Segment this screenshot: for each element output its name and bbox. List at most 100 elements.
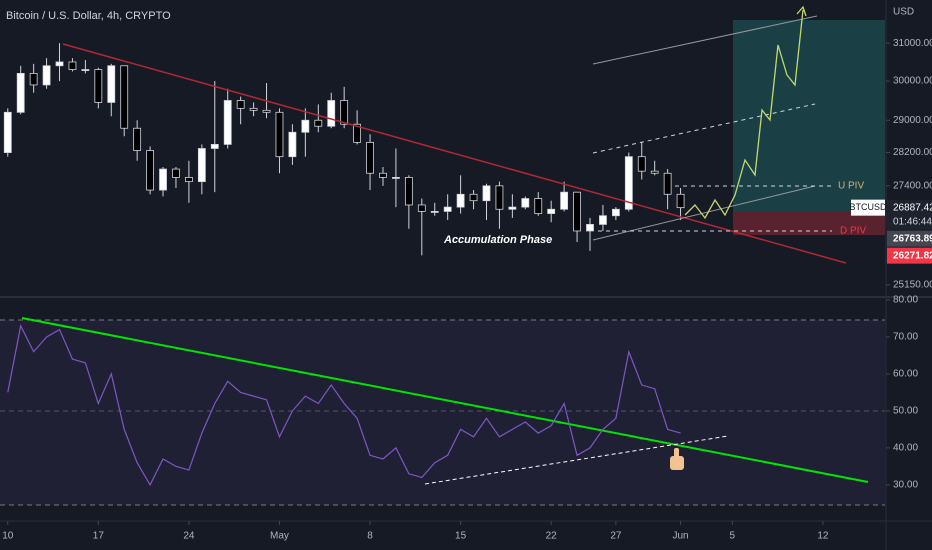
candle-body (417, 204, 426, 212)
candle-body (94, 69, 103, 103)
candle-body (547, 208, 556, 214)
candle-body (42, 65, 51, 86)
candle-body (586, 224, 594, 232)
candle-body (404, 177, 413, 206)
x-tick-label: 22 (546, 531, 558, 542)
last-price-box (887, 199, 932, 230)
candle-body (120, 65, 129, 129)
candle-body (29, 72, 38, 86)
y-tick-label: 50.00 (893, 406, 918, 417)
x-tick-label: 8 (367, 531, 373, 542)
downtrend-line (62, 43, 847, 264)
candle-body (262, 109, 271, 113)
candle-body (133, 127, 142, 151)
candle-body (172, 168, 180, 178)
annotation: D PIV (840, 226, 866, 237)
last-price: 26887.42 (893, 202, 932, 213)
annotation: U PIV (838, 181, 864, 192)
chart-title: Bitcoin / U.S. Dollar, 4h, CRYPTO (6, 10, 171, 22)
candle-body (482, 185, 491, 202)
candle-body (392, 177, 400, 179)
candle-body (146, 150, 154, 191)
candle-body (81, 69, 90, 71)
x-tick-label: 15 (455, 531, 467, 542)
rsi-band (0, 320, 885, 505)
level-label: 26763.89 (893, 233, 932, 244)
candle-body (327, 100, 336, 127)
symbol-label: BTCUSD (849, 202, 887, 212)
channel-top (592, 15, 818, 65)
candle-body (16, 72, 25, 113)
candle-body (443, 206, 452, 212)
x-tick-label: 10 (2, 531, 14, 542)
candle-body (611, 208, 620, 217)
candle-body (676, 193, 685, 209)
y-tick-label: 60.00 (893, 369, 918, 380)
candle-body (223, 100, 232, 145)
countdown: 01:46:44 (893, 216, 932, 227)
currency-label: USD (893, 7, 914, 18)
candle-body (288, 131, 297, 158)
candle-body (68, 61, 77, 70)
candle-body (159, 168, 167, 191)
candle-body (301, 119, 310, 133)
candle-body (508, 206, 517, 210)
candle-body (107, 65, 116, 103)
y-tick-label: 30000.00 (893, 76, 932, 87)
y-tick-label: 28200.00 (893, 147, 932, 158)
x-tick-label: 5 (730, 531, 736, 542)
x-tick-label: 12 (817, 531, 829, 542)
candle-body (275, 111, 284, 158)
candle-body (637, 156, 646, 172)
level-box (887, 247, 932, 264)
x-tick-label: May (270, 531, 289, 542)
candle-body (366, 141, 374, 174)
y-tick-label: 30.00 (893, 480, 918, 491)
level-label: 26271.82 (893, 250, 932, 261)
y-tick-label: 25150.00 (893, 279, 932, 290)
y-tick-label: 40.00 (893, 443, 918, 454)
x-tick-label: 27 (610, 531, 622, 542)
candle-body (521, 198, 530, 208)
x-tick-label: 24 (183, 531, 195, 542)
candle-body (534, 198, 543, 214)
candle-body (185, 177, 193, 183)
y-tick-label: 29000.00 (893, 115, 932, 126)
y-tick-label: 31000.00 (893, 38, 932, 49)
y-tick-label: 70.00 (893, 332, 918, 343)
rsi-trendline (21, 317, 869, 483)
x-tick-label: 17 (93, 531, 105, 542)
candle-body (599, 215, 607, 225)
candle-body (469, 193, 478, 202)
candle-body (456, 193, 465, 208)
channel-mid (592, 103, 816, 154)
candle-body (340, 100, 349, 125)
candle-body (353, 123, 362, 143)
thumbs-up (670, 448, 684, 470)
level-box (887, 230, 932, 247)
candle-body (573, 191, 581, 232)
candle-body (249, 107, 258, 111)
candle-body (55, 61, 64, 67)
candle-body (560, 191, 569, 210)
candle-body (650, 170, 659, 174)
candle-body (210, 144, 219, 149)
symbol-label-box (851, 199, 885, 216)
rsi-line (7, 323, 681, 487)
candle-body (624, 156, 633, 210)
candle-body (236, 100, 245, 109)
y-tick-label: 27400.00 (893, 180, 932, 191)
stop-zone (733, 212, 885, 235)
candle-body (197, 148, 206, 183)
projection-path (684, 9, 804, 220)
candle-body (314, 119, 323, 127)
candle-body (430, 211, 439, 213)
y-tick-label: 80.00 (893, 295, 918, 306)
x-tick-label: Jun (673, 531, 689, 542)
candle-body (379, 172, 387, 178)
candle-body (3, 111, 12, 153)
annotation: Accumulation Phase (443, 234, 552, 246)
rsi-support-line (424, 435, 729, 485)
